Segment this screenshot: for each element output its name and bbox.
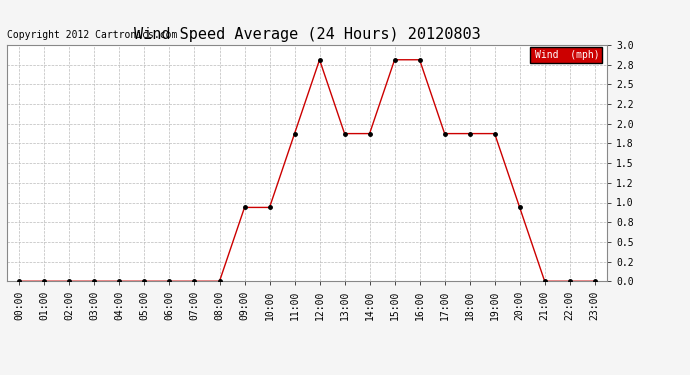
Legend: Wind  (mph): Wind (mph) <box>530 48 602 63</box>
Text: Copyright 2012 Cartronics.com: Copyright 2012 Cartronics.com <box>7 30 177 40</box>
Title: Wind Speed Average (24 Hours) 20120803: Wind Speed Average (24 Hours) 20120803 <box>134 27 480 42</box>
